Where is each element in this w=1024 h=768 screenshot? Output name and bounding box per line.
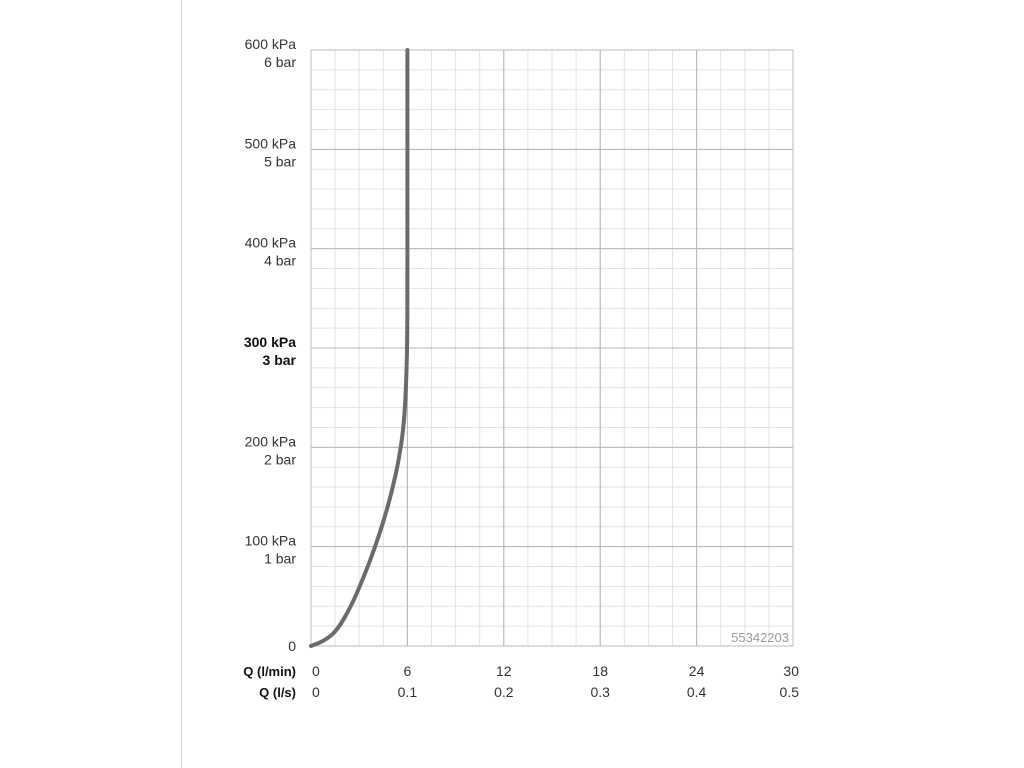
y-tick-label-kpa: 100 kPa: [245, 533, 297, 549]
x-tick-label-ls: 0.4: [687, 684, 707, 700]
y-tick-label-kpa: 600 kPa: [245, 36, 297, 52]
y-tick-label-kpa: 0: [288, 638, 296, 654]
x-tick-label-ls: 0.2: [494, 684, 514, 700]
y-tick-label-bar: 4 bar: [264, 253, 296, 269]
y-tick-label-kpa: 400 kPa: [245, 235, 297, 251]
y-tick-label-bar: 1 bar: [264, 551, 296, 567]
x-tick-label-lmin: 24: [689, 663, 705, 679]
page-frame-line: [181, 0, 182, 768]
x-tick-label-ls: 0: [312, 684, 320, 700]
y-tick-label-bar: 5 bar: [264, 153, 296, 169]
x-axis-label-primary: Q (l/min): [243, 664, 296, 679]
x-tick-label-lmin: 18: [592, 663, 608, 679]
series-line-0: [309, 48, 410, 648]
x-tick-label-ls: 0.5: [780, 684, 800, 700]
x-axis-labels: Q (l/min) Q (l/s): [243, 664, 296, 700]
plot-border: [310, 49, 794, 647]
x-axis-label-secondary: Q (l/s): [259, 685, 296, 700]
y-tick-label-bar: 2 bar: [264, 451, 296, 467]
x-tick-label-lmin: 12: [496, 663, 512, 679]
x-tick-label-ls: 0.1: [398, 684, 418, 700]
y-tick-labels: 0 100 kPa 1 bar 200 kPa 2 bar 300 kPa 3 bar 400…: [244, 36, 297, 654]
chart-code-annotation: 55342203: [731, 630, 789, 645]
y-tick-label-kpa: 200 kPa: [245, 433, 297, 449]
x-tick-label-lmin: 30: [783, 663, 799, 679]
x-tick-labels: 0 0 6 0.1 12 0.2 18 0.3 24 0.4 30 0.5: [312, 663, 799, 700]
x-tick-label-lmin: 6: [404, 663, 412, 679]
x-tick-label-ls: 0.3: [590, 684, 610, 700]
series-layer: [309, 48, 410, 648]
x-tick-label-lmin: 0: [312, 663, 320, 679]
y-tick-label-kpa: 300 kPa: [244, 334, 296, 350]
y-tick-label-bar: 3 bar: [263, 352, 297, 368]
y-tick-label-kpa: 500 kPa: [245, 135, 297, 151]
y-tick-label-bar: 6 bar: [264, 54, 296, 70]
